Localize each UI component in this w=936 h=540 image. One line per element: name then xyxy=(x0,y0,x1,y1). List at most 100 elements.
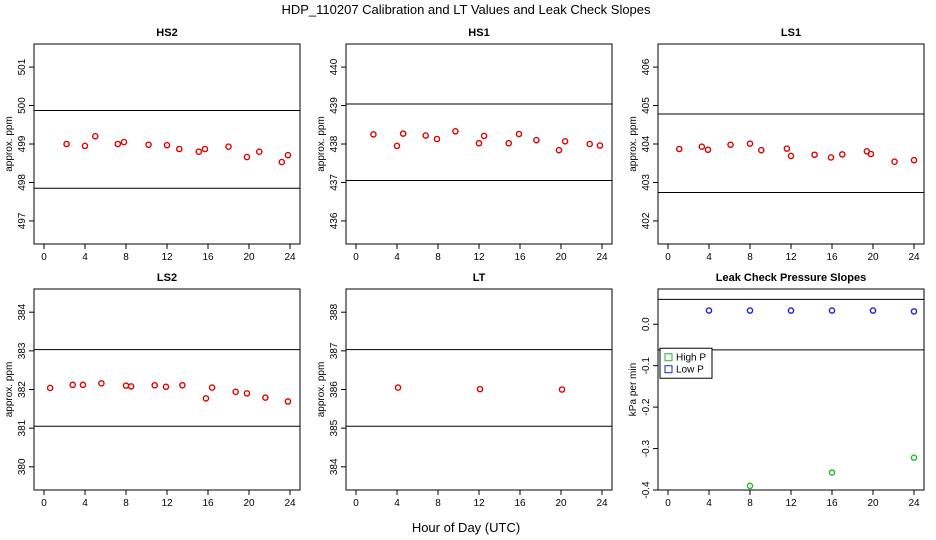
x-tick-label: 4 xyxy=(394,498,400,509)
data-point xyxy=(783,145,791,152)
x-tick-label: 12 xyxy=(785,498,797,509)
data-point xyxy=(476,385,484,393)
data-point xyxy=(746,307,754,314)
data-point xyxy=(243,390,251,397)
data-point xyxy=(828,307,836,314)
y-tick-label: -0.2 xyxy=(641,398,652,416)
data-point xyxy=(433,135,441,143)
panel-title: Leak Check Pressure Slopes xyxy=(716,272,866,284)
panel-frame xyxy=(345,43,613,245)
data-point xyxy=(202,395,210,402)
data-point xyxy=(63,140,70,148)
data-point xyxy=(370,131,377,138)
data-point xyxy=(869,307,877,314)
data-point xyxy=(533,136,540,144)
x-tick-label: 16 xyxy=(826,498,838,509)
y-tick-label: 383 xyxy=(17,342,28,359)
x-tick-label: 16 xyxy=(514,498,526,509)
x-tick-label: 4 xyxy=(706,498,712,509)
panel-2: LS1 0 4 8 12 16 20 24 402 403 404 405 406 approx. ppm xyxy=(628,27,925,263)
data-point xyxy=(69,381,76,389)
x-tick-label: 20 xyxy=(867,498,879,509)
data-point xyxy=(208,384,216,391)
data-point xyxy=(98,380,105,387)
data-point xyxy=(698,143,706,150)
x-tick-label: 20 xyxy=(243,498,255,509)
panel-0: HS2 0 4 8 12 16 20 24 497 498 499 500 501 approx. ppm xyxy=(4,27,301,263)
panel-3: LS2 0 4 8 12 16 20 24 380 381 382 383 384 approx. ppm xyxy=(4,272,301,509)
y-tick-label: 385 xyxy=(329,419,340,436)
x-tick-label: 16 xyxy=(202,498,214,509)
x-tick-label: 0 xyxy=(665,498,671,509)
data-point xyxy=(162,383,170,391)
panel-title: HS2 xyxy=(156,27,177,39)
data-point xyxy=(452,128,459,135)
x-tick-label: 4 xyxy=(706,252,712,263)
data-point xyxy=(46,384,54,392)
data-point xyxy=(558,386,566,393)
data-point xyxy=(910,308,918,315)
panel-frame xyxy=(657,288,925,491)
y-tick-label: 405 xyxy=(641,97,652,114)
data-point xyxy=(394,384,402,391)
data-point xyxy=(910,454,918,461)
y-axis-label: kPa per min xyxy=(628,363,639,416)
x-tick-label: 8 xyxy=(747,498,753,509)
y-tick-label: 384 xyxy=(17,303,28,320)
panel-frame xyxy=(345,288,613,491)
data-point xyxy=(393,142,401,150)
data-point xyxy=(515,130,523,138)
x-tick-label: 12 xyxy=(161,498,173,509)
y-axis-label: approx. ppm xyxy=(4,362,15,418)
data-point xyxy=(225,143,232,150)
x-tick-label: 16 xyxy=(514,252,526,263)
legend-swatch xyxy=(664,353,673,362)
x-tick-label: 8 xyxy=(123,252,129,263)
y-tick-label: 497 xyxy=(17,212,28,229)
y-tick-label: 384 xyxy=(329,458,340,475)
x-tick-label: 20 xyxy=(243,252,255,263)
data-point xyxy=(675,145,683,153)
data-point xyxy=(422,132,430,139)
x-tick-label: 16 xyxy=(826,252,838,263)
y-tick-label: 402 xyxy=(641,212,652,229)
data-point xyxy=(827,154,835,161)
x-tick-label: 4 xyxy=(394,252,400,263)
y-tick-label: 499 xyxy=(17,135,28,152)
data-point xyxy=(561,138,569,145)
data-point xyxy=(891,158,898,165)
y-axis-label: approx. ppm xyxy=(628,116,639,172)
legend-entry: Low P xyxy=(676,365,704,376)
x-tick-label: 24 xyxy=(284,252,296,263)
data-point xyxy=(910,156,918,164)
data-point xyxy=(480,132,488,140)
y-tick-label: 0.0 xyxy=(641,317,652,331)
data-point xyxy=(505,139,513,147)
data-point xyxy=(555,146,563,154)
data-point xyxy=(127,383,135,390)
y-tick-label: 382 xyxy=(17,381,28,398)
data-point xyxy=(201,145,209,153)
data-point xyxy=(262,394,269,401)
data-point xyxy=(278,158,286,166)
x-tick-label: 4 xyxy=(82,252,88,263)
data-point xyxy=(811,151,818,159)
x-tick-label: 20 xyxy=(867,252,879,263)
panel-frame xyxy=(33,43,301,245)
y-tick-label: 439 xyxy=(329,97,340,114)
x-tick-label: 20 xyxy=(555,498,567,509)
y-tick-label: -0.3 xyxy=(641,440,652,458)
y-axis-label: approx. ppm xyxy=(316,362,327,418)
y-tick-label: 381 xyxy=(17,419,28,436)
data-point xyxy=(727,141,734,149)
x-tick-label: 24 xyxy=(908,498,920,509)
y-tick-label: 388 xyxy=(329,303,340,320)
y-tick-label: 438 xyxy=(329,135,340,152)
data-point xyxy=(757,146,765,154)
x-axis-label: Hour of Day (UTC) xyxy=(412,520,520,535)
x-tick-label: 20 xyxy=(555,252,567,263)
x-tick-label: 16 xyxy=(202,252,214,263)
y-tick-label: -0.1 xyxy=(641,357,652,375)
data-point xyxy=(91,133,99,140)
